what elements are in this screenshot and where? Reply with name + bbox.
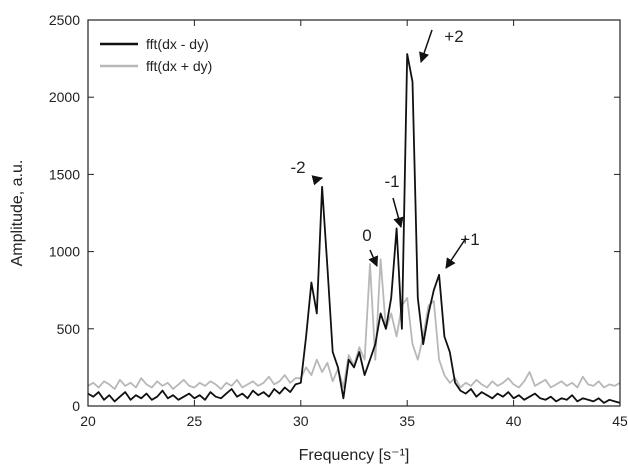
annotation-arrow <box>368 249 379 267</box>
y-tick-label: 2500 <box>49 12 80 28</box>
x-tick-label: 30 <box>293 413 309 429</box>
plot-frame <box>87 19 621 407</box>
data-line <box>87 53 621 404</box>
x-tick-label: 35 <box>399 413 415 429</box>
annotation: -2 <box>290 158 305 177</box>
x-tick-label: 25 <box>187 413 203 429</box>
annotation: -1 <box>384 172 399 191</box>
annotation: 0 <box>362 226 371 245</box>
y-tick-label: 500 <box>57 321 81 337</box>
x-tick-label: 45 <box>612 413 628 429</box>
annotation-arrow <box>419 29 433 63</box>
annotation-arrow <box>445 237 467 269</box>
y-tick-label: 1500 <box>49 166 80 182</box>
x-tick-label: 20 <box>80 413 96 429</box>
legend-label: fft(dx - dy) <box>146 36 209 52</box>
x-tick-label: 40 <box>506 413 522 429</box>
legend-label: fft(dx + dy) <box>146 58 212 74</box>
y-tick-label: 2000 <box>49 89 80 105</box>
y-tick-label: 0 <box>72 398 80 414</box>
data-line <box>87 258 621 390</box>
x-axis-label: Frequency [s⁻¹] <box>299 447 410 464</box>
y-axis-label: Amplitude, a.u. <box>9 160 26 267</box>
annotation-arrow <box>392 197 404 229</box>
y-tick-label: 1000 <box>49 244 80 260</box>
annotation-arrow <box>311 175 324 186</box>
annotation: +2 <box>444 27 463 46</box>
annotation: +1 <box>460 230 479 249</box>
